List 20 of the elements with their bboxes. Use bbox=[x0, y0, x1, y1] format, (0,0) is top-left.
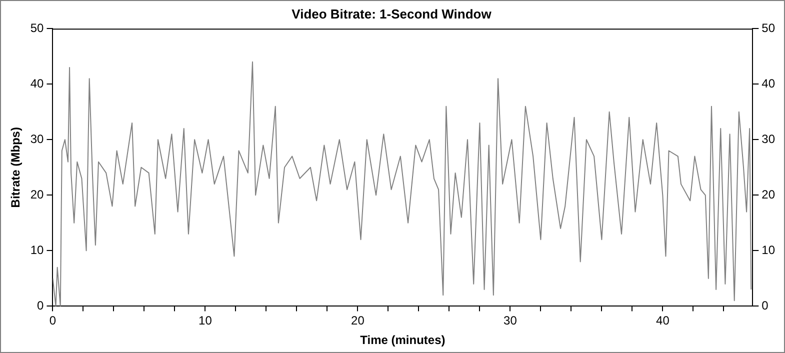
y2-tick-label: 10 bbox=[762, 242, 776, 257]
y-tick-label: 30 bbox=[30, 132, 44, 146]
y2-tick-label: 40 bbox=[762, 76, 776, 90]
x-tick-label: 30 bbox=[504, 314, 518, 328]
y2-tick-label: 0 bbox=[762, 298, 769, 313]
y-tick-label: 50 bbox=[30, 20, 44, 35]
y2-tick-label: 50 bbox=[762, 20, 776, 35]
x-tick-label: 40 bbox=[656, 314, 670, 328]
chart-title: Video Bitrate: 1-Second Window bbox=[292, 6, 492, 22]
y-tick-label: 0 bbox=[37, 298, 44, 313]
x-tick-label: 20 bbox=[351, 314, 365, 328]
x-tick-label: 0 bbox=[49, 314, 56, 328]
x-tick-label: 10 bbox=[198, 314, 212, 328]
y-tick-label: 40 bbox=[30, 76, 44, 90]
y-axis-title: Bitrate (Mbps) bbox=[8, 127, 23, 208]
y2-tick-label: 20 bbox=[762, 187, 776, 202]
y-tick-label: 10 bbox=[30, 242, 44, 257]
y-tick-label: 20 bbox=[30, 187, 44, 202]
x-axis-title: Time (minutes) bbox=[360, 333, 446, 348]
y2-tick-label: 30 bbox=[762, 132, 776, 146]
